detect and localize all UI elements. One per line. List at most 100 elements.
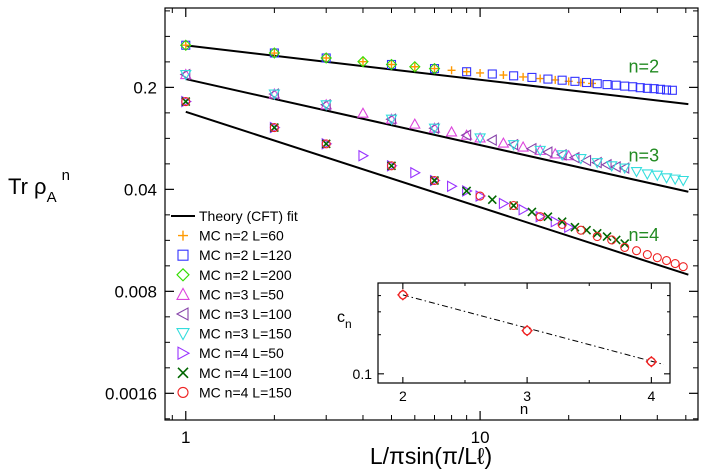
- data-point: [631, 246, 642, 256]
- data-point: [630, 166, 643, 178]
- legend-entry: MC n=3 L=50: [176, 286, 284, 302]
- data-point: [474, 133, 487, 145]
- series-square: [181, 40, 677, 95]
- y-tick-label: 0.2: [133, 78, 157, 97]
- data-point: [576, 225, 586, 235]
- data-point: [651, 170, 664, 182]
- data-point: [507, 138, 519, 151]
- data-point: [592, 79, 602, 89]
- y-tick-label: 0.04: [124, 180, 157, 199]
- series-diamond: [179, 39, 441, 75]
- data-point: [527, 72, 537, 82]
- data-point: [181, 96, 191, 107]
- data-point: [588, 79, 596, 88]
- data-point: [534, 145, 547, 157]
- data-point: [535, 212, 545, 222]
- legend-marker-swatch: [176, 268, 190, 282]
- data-point: [642, 83, 652, 93]
- data-point: [462, 185, 473, 197]
- legend-label: MC n=4 L=150: [199, 384, 292, 400]
- x-tick-label: 1: [181, 428, 190, 447]
- legend-marker-swatch: [178, 230, 188, 241]
- inset-x-tick-label: 3: [523, 388, 531, 404]
- data-point: [574, 154, 587, 165]
- data-point: [462, 186, 472, 196]
- data-point: [322, 53, 331, 62]
- inset-y-tick-label: 0.1: [353, 366, 373, 382]
- data-point: [635, 83, 645, 93]
- data-point: [570, 222, 580, 232]
- data-point: [570, 76, 580, 86]
- data-point: [591, 156, 602, 169]
- series-triangle-left: [179, 68, 630, 174]
- data-point: [518, 203, 530, 216]
- legend-marker-swatch: [177, 367, 189, 379]
- data-point: [568, 151, 580, 164]
- data-point: [447, 66, 456, 75]
- data-point: [321, 139, 331, 149]
- main-axis-ticks: 1 10 0.2 0.04 0.008 0.0016: [105, 8, 698, 447]
- y-tick-label: 0.0016: [105, 384, 157, 403]
- data-point: [602, 80, 612, 90]
- data-point: [497, 136, 510, 148]
- data-point: [486, 134, 497, 147]
- data-point: [641, 169, 654, 181]
- legend-marker-swatch: [177, 386, 189, 398]
- series-circle: [181, 96, 688, 272]
- series-plus: [181, 41, 596, 88]
- data-point: [549, 147, 562, 159]
- data-point: [430, 64, 439, 73]
- data-point: [557, 217, 567, 227]
- data-point: [498, 197, 510, 210]
- series-annotations: n=2 n=3 n=4: [629, 56, 660, 245]
- data-point: [509, 200, 519, 211]
- data-point: [550, 215, 562, 228]
- legend-entry: MC n=4 L=100: [177, 365, 292, 381]
- data-point: [385, 58, 398, 71]
- legend-marker-swatch: [175, 307, 189, 321]
- data-point: [670, 259, 680, 269]
- data-point: [556, 148, 567, 161]
- data-point: [476, 68, 485, 77]
- data-point: [592, 228, 602, 238]
- data-point: [591, 158, 604, 169]
- legend-marker-swatch: [176, 328, 190, 341]
- data-point: [268, 88, 279, 100]
- data-point: [447, 180, 458, 193]
- data-point: [607, 235, 617, 245]
- inset-ylabel-subscript: n: [345, 317, 352, 331]
- data-point: [605, 161, 618, 172]
- data-point: [527, 207, 537, 217]
- inset-data-point: [646, 357, 656, 367]
- legend-entry: MC n=3 L=150: [176, 326, 292, 342]
- data-point: [357, 107, 369, 118]
- legend-label: Theory (CFT) fit: [199, 208, 298, 224]
- data-point: [660, 173, 673, 184]
- legend-entry: MC n=2 L=200: [176, 267, 292, 283]
- inset-x-tick-label: 4: [647, 388, 655, 404]
- data-point: [475, 191, 485, 201]
- data-point: [179, 39, 192, 52]
- data-point: [409, 60, 421, 73]
- ylabel-superscript: n: [62, 167, 70, 184]
- data-point: [270, 49, 279, 58]
- legend-label: MC n=2 L=60: [199, 228, 284, 244]
- inset-series-circle: [398, 290, 656, 367]
- data-point: [385, 114, 398, 126]
- main-x-axis-label: L/πsin(π/Lℓ): [370, 443, 492, 469]
- inset-cft-line: [402, 294, 664, 365]
- legend-label: MC n=2 L=120: [199, 247, 292, 263]
- data-point: [429, 175, 440, 186]
- data-point: [499, 71, 508, 80]
- legend-marker-swatch: [177, 346, 191, 361]
- data-point: [517, 140, 530, 152]
- data-point: [181, 40, 191, 50]
- legend-entry: MC n=4 L=50: [177, 345, 284, 361]
- legend-label: MC n=3 L=150: [199, 326, 292, 342]
- data-point: [445, 125, 458, 137]
- data-point: [667, 85, 677, 95]
- inset-x-tick-label: 2: [399, 388, 407, 404]
- data-point: [385, 113, 397, 126]
- data-point: [661, 256, 672, 266]
